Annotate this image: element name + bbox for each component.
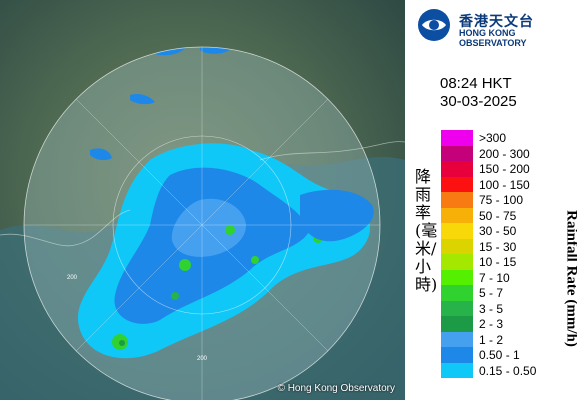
legend-row: 7 - 10 bbox=[441, 269, 551, 285]
legend-range-label: 75 - 100 bbox=[479, 193, 524, 207]
legend-swatch bbox=[441, 161, 473, 177]
legend-panel: 香港天文台 HONG KONG OBSERVATORY 08:24 HKT 30… bbox=[405, 0, 577, 400]
legend-range-label: 2 - 3 bbox=[479, 317, 504, 331]
legend-range-label: >300 bbox=[479, 131, 507, 145]
legend-range-label: 10 - 15 bbox=[479, 255, 517, 269]
radar-map[interactable]: 200 200 © Hong Kong Observatory bbox=[0, 0, 405, 400]
legend-range-label: 15 - 30 bbox=[479, 239, 517, 254]
legend-row: 10 - 15 bbox=[441, 254, 551, 270]
legend-range-label: 0.15 - 0.50 bbox=[479, 363, 537, 378]
hko-logo-icon bbox=[418, 9, 450, 41]
legend-row: 150 - 200 bbox=[441, 161, 551, 177]
hko-logo: 香港天文台 HONG KONG OBSERVATORY bbox=[415, 6, 575, 48]
legend-swatch bbox=[441, 316, 473, 332]
legend-row: 50 - 75 bbox=[441, 207, 551, 223]
legend-swatch bbox=[441, 145, 473, 161]
legend-swatch bbox=[441, 331, 473, 347]
legend-row: 1 - 2 bbox=[441, 331, 551, 347]
range-ring-label: 200 bbox=[197, 356, 208, 362]
legend-row: 30 - 50 bbox=[441, 223, 551, 239]
legend-range-label: 7 - 10 bbox=[479, 270, 510, 285]
legend-swatch bbox=[441, 254, 473, 270]
legend-swatch bbox=[441, 300, 473, 316]
legend-row: 75 - 100 bbox=[441, 192, 551, 208]
legend-row: 15 - 30 bbox=[441, 238, 551, 254]
radar-date: 30-03-2025 bbox=[440, 93, 517, 110]
legend-row: 100 - 150 bbox=[441, 176, 551, 192]
legend-title-en-wrap: Rainfall Rate (mm/h) bbox=[551, 160, 577, 390]
legend-row: 3 - 5 bbox=[441, 300, 551, 316]
legend-swatch bbox=[441, 238, 473, 254]
legend-swatch bbox=[441, 130, 473, 146]
legend-row: 0.15 - 0.50 bbox=[441, 362, 551, 378]
radar-time: 08:24 HKT bbox=[440, 75, 512, 92]
legend-range-label: 30 - 50 bbox=[479, 224, 517, 238]
copyright-notice: © Hong Kong Observatory bbox=[277, 383, 395, 394]
legend-swatch bbox=[441, 207, 473, 223]
legend-range-label: 200 - 300 bbox=[479, 146, 530, 161]
legend-range-label: 1 - 2 bbox=[479, 332, 504, 347]
legend-swatch bbox=[441, 347, 473, 363]
legend-swatch bbox=[441, 362, 473, 378]
legend-row: 200 - 300 bbox=[441, 145, 551, 161]
legend-row: 0.50 - 1 bbox=[441, 347, 551, 363]
legend-range-label: 50 - 75 bbox=[479, 208, 517, 223]
legend-range-label: 0.50 - 1 bbox=[479, 348, 520, 362]
legend-range-label: 5 - 7 bbox=[479, 286, 504, 300]
range-ring-label: 200 bbox=[67, 275, 78, 281]
legend-swatch bbox=[441, 285, 473, 301]
legend-range-label: 3 - 5 bbox=[479, 301, 504, 316]
legend-range-label: 100 - 150 bbox=[479, 177, 530, 192]
org-name-cn: 香港天文台 bbox=[459, 14, 534, 30]
legend-title-en: Rainfall Rate (mm/h) bbox=[563, 210, 577, 347]
org-name-en: HONG KONG OBSERVATORY bbox=[459, 28, 527, 48]
legend-row: 5 - 7 bbox=[441, 285, 551, 301]
legend-row: >300 bbox=[441, 130, 551, 146]
legend-title-cn: 降雨率(毫米/小時) bbox=[415, 167, 438, 294]
legend-row: 2 - 3 bbox=[441, 316, 551, 332]
legend-swatch bbox=[441, 269, 473, 285]
rainfall-color-scale: >300 200 - 300 150 - 200 100 - 150 75 - 100 5… bbox=[441, 130, 551, 378]
legend-swatch bbox=[441, 223, 473, 239]
legend-swatch bbox=[441, 176, 473, 192]
legend-range-label: 150 - 200 bbox=[479, 162, 530, 176]
legend-swatch bbox=[441, 192, 473, 208]
radar-map-canvas: 200 200 bbox=[0, 0, 405, 400]
